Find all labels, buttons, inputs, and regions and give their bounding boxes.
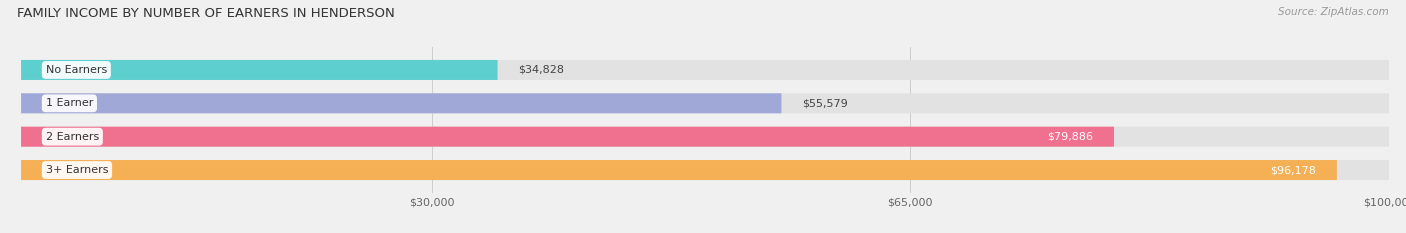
FancyBboxPatch shape (21, 93, 782, 113)
FancyBboxPatch shape (21, 127, 1114, 147)
Text: 3+ Earners: 3+ Earners (46, 165, 108, 175)
Text: $96,178: $96,178 (1271, 165, 1316, 175)
Text: $34,828: $34,828 (517, 65, 564, 75)
Text: Source: ZipAtlas.com: Source: ZipAtlas.com (1278, 7, 1389, 17)
Text: $79,886: $79,886 (1047, 132, 1094, 142)
Text: FAMILY INCOME BY NUMBER OF EARNERS IN HENDERSON: FAMILY INCOME BY NUMBER OF EARNERS IN HE… (17, 7, 395, 20)
FancyBboxPatch shape (21, 60, 498, 80)
FancyBboxPatch shape (21, 160, 1337, 180)
FancyBboxPatch shape (21, 127, 1389, 147)
Text: $55,579: $55,579 (801, 98, 848, 108)
FancyBboxPatch shape (21, 93, 1389, 113)
FancyBboxPatch shape (21, 60, 1389, 80)
FancyBboxPatch shape (21, 160, 1389, 180)
Text: 1 Earner: 1 Earner (46, 98, 93, 108)
Text: No Earners: No Earners (46, 65, 107, 75)
Text: 2 Earners: 2 Earners (46, 132, 98, 142)
